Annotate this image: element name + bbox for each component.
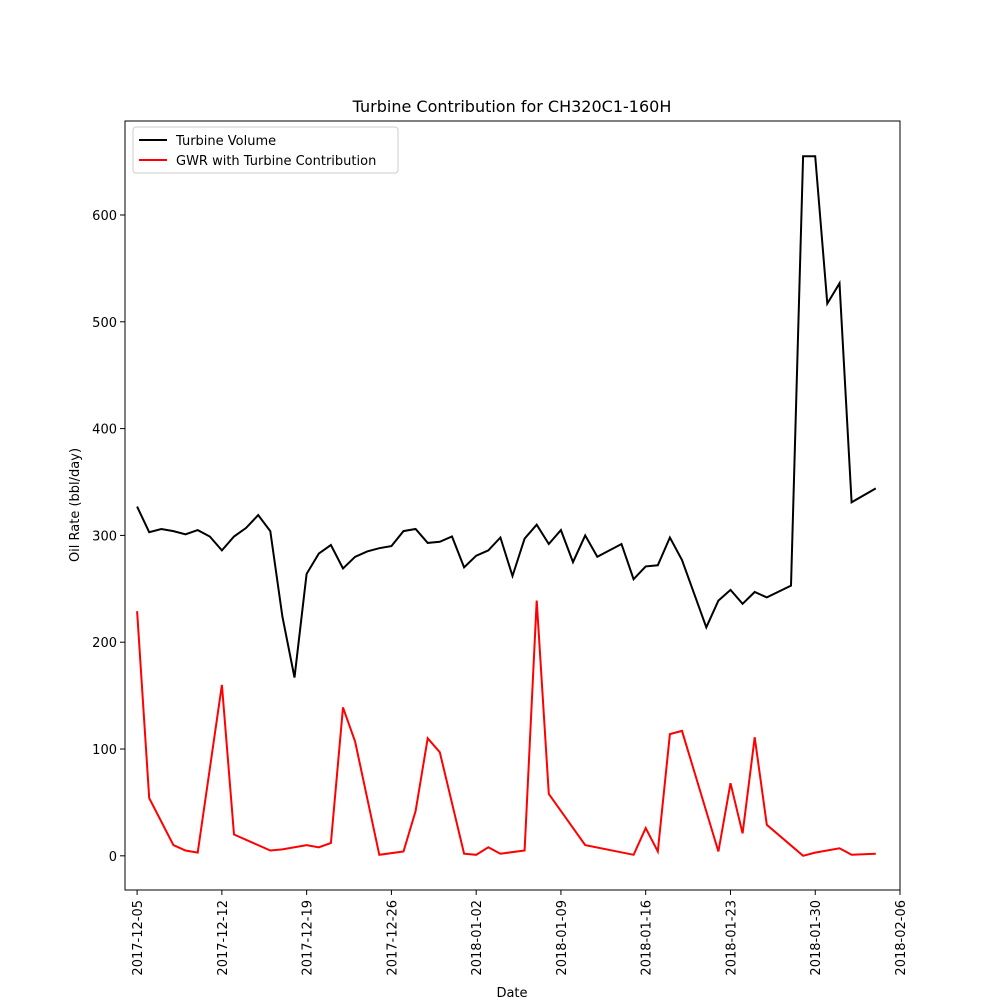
- x-tick-label: 2017-12-19: [301, 900, 316, 976]
- x-tick-label: 2018-01-16: [640, 900, 655, 976]
- legend-label-2: GWR with Turbine Contribution: [176, 154, 376, 169]
- y-tick-label: 200: [92, 636, 117, 651]
- y-tick-label: 300: [92, 529, 117, 544]
- plot-area: 0 100 200 300 400 500 600 2017-12-05 2017-12-12 2…: [92, 120, 909, 976]
- y-tick-label: 400: [92, 423, 117, 438]
- x-tick-label: 2018-01-23: [724, 900, 739, 976]
- series-line-1: [136, 155, 877, 678]
- x-tick-label: 2018-01-09: [555, 900, 570, 976]
- y-tick-label: 600: [92, 209, 117, 224]
- axes-frame: [124, 120, 901, 891]
- x-tick-label: 2018-01-02: [470, 900, 485, 976]
- x-tick-label: 2017-12-26: [385, 900, 400, 976]
- legend-label-1: Turbine Volume: [175, 134, 276, 149]
- y-tick-label: 100: [92, 743, 117, 758]
- x-axis-title: Date: [496, 986, 527, 1000]
- chart-title: Turbine Contribution for CH320C1-160H: [352, 97, 672, 116]
- y-tick-label: 0: [109, 850, 117, 865]
- x-tick-label: 2017-12-12: [216, 900, 231, 976]
- series-line-2: [136, 600, 876, 857]
- x-tick-label: 2017-12-05: [131, 900, 146, 976]
- legend-box: [132, 126, 399, 174]
- x-tick-label: 2018-02-06: [894, 900, 909, 976]
- y-axis-title: Oil Rate (bbl/day): [68, 448, 83, 562]
- y-tick-label: 500: [92, 316, 117, 331]
- x-tick-label: 2018-01-30: [809, 900, 824, 976]
